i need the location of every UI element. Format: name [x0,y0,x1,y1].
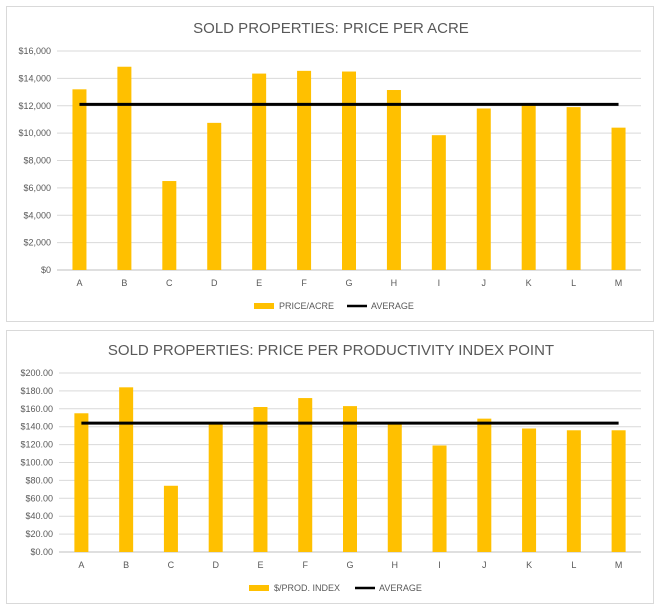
y-tick-label: $4,000 [23,210,51,220]
x-tick-label: H [392,560,399,570]
y-tick-label: $80.00 [25,475,53,485]
bar-k [522,428,537,552]
x-tick-label: C [166,278,173,288]
y-tick-label: $20.00 [25,529,53,539]
bar-a [74,413,89,552]
bar-g [342,71,356,270]
x-tick-label: L [571,278,576,288]
x-tick-label: A [76,278,82,288]
bar-j [476,108,491,270]
x-tick-label: M [615,278,623,288]
x-tick-label: H [391,278,398,288]
y-tick-label: $60.00 [25,493,53,503]
price-per-productivity-index-chart: SOLD PROPERTIES: PRICE PER PRODUCTIVITY … [20,342,641,593]
x-tick-label: I [438,560,441,570]
bar-d [208,424,223,552]
legend-swatch-bars [254,303,274,309]
price-per-productivity-index-chart-panel: SOLD PROPERTIES: PRICE PER PRODUCTIVITY … [6,330,654,604]
y-tick-label: $200.00 [20,368,53,378]
bar-l [566,430,581,552]
price-per-acre-chart-panel: SOLD PROPERTIES: PRICE PER ACRE $0 $2,000… [6,6,654,322]
x-tick-label: F [302,560,308,570]
x-tick-label: I [438,278,441,288]
bar-h [387,422,402,552]
y-tick-label: $160.00 [20,404,53,414]
y-tick-label: $120.00 [20,440,53,450]
y-tick-label: $6,000 [23,183,51,193]
legend-label-bars: PRICE/ACRE [279,301,334,311]
x-tick-label: G [345,278,352,288]
y-tick-label: $100.00 [20,458,53,468]
x-tick-label: J [482,560,487,570]
bar-i [432,445,447,552]
x-tick-label: D [211,278,218,288]
y-tick-label: $8,000 [23,156,51,166]
bar-c [163,485,178,552]
y-tick-label: $16,000 [18,46,51,56]
bar-k [521,105,536,270]
chart-title: SOLD PROPERTIES: PRICE PER ACRE [193,20,469,37]
bar-f [297,70,312,270]
legend-swatch-bars [249,585,269,591]
bar-e [253,407,268,552]
legend-label-line: AVERAGE [379,583,422,593]
bar-g [343,406,357,552]
legend-label-line: AVERAGE [371,301,414,311]
legend: $/PROD. INDEX AVERAGE [249,583,422,593]
y-tick-label: $180.00 [20,386,53,396]
y-tick-label: $12,000 [18,101,51,111]
x-tick-label: E [256,278,262,288]
y-tick-label: $0 [41,265,51,275]
legend-label-bars: $/PROD. INDEX [274,583,340,593]
y-tick-label: $2,000 [23,238,51,248]
x-tick-label: G [346,560,353,570]
bar-c [162,181,177,270]
y-tick-label: $140.00 [20,422,53,432]
x-tick-label: F [301,278,307,288]
x-tick-label: B [123,560,129,570]
bar-h [386,90,401,271]
x-tick-label: C [168,560,175,570]
bar-d [207,122,222,270]
bar-m [611,127,626,271]
bar-m [611,430,626,552]
x-tick-label: A [78,560,84,570]
bar-e [252,73,267,270]
x-tick-label: K [526,560,532,570]
bar-f [298,398,313,552]
bar-i [431,135,446,270]
bar-a [72,89,87,270]
x-tick-label: K [526,278,532,288]
x-tick-label: D [212,560,219,570]
bar-j [477,418,492,552]
bar-b [117,66,132,270]
y-tick-label: $10,000 [18,128,51,138]
x-tick-label: E [257,560,263,570]
y-tick-label: $0.00 [30,547,53,557]
x-tick-label: J [482,278,487,288]
x-tick-label: M [615,560,623,570]
x-tick-label: L [571,560,576,570]
bar-l [566,107,581,271]
x-tick-label: B [121,278,127,288]
legend: PRICE/ACRE AVERAGE [254,301,414,311]
price-per-acre-chart: SOLD PROPERTIES: PRICE PER ACRE $0 $2,000… [18,20,641,311]
y-tick-label: $14,000 [18,73,51,83]
y-tick-label: $40.00 [25,511,53,521]
bar-b [119,387,134,552]
chart-title: SOLD PROPERTIES: PRICE PER PRODUCTIVITY … [108,342,554,359]
